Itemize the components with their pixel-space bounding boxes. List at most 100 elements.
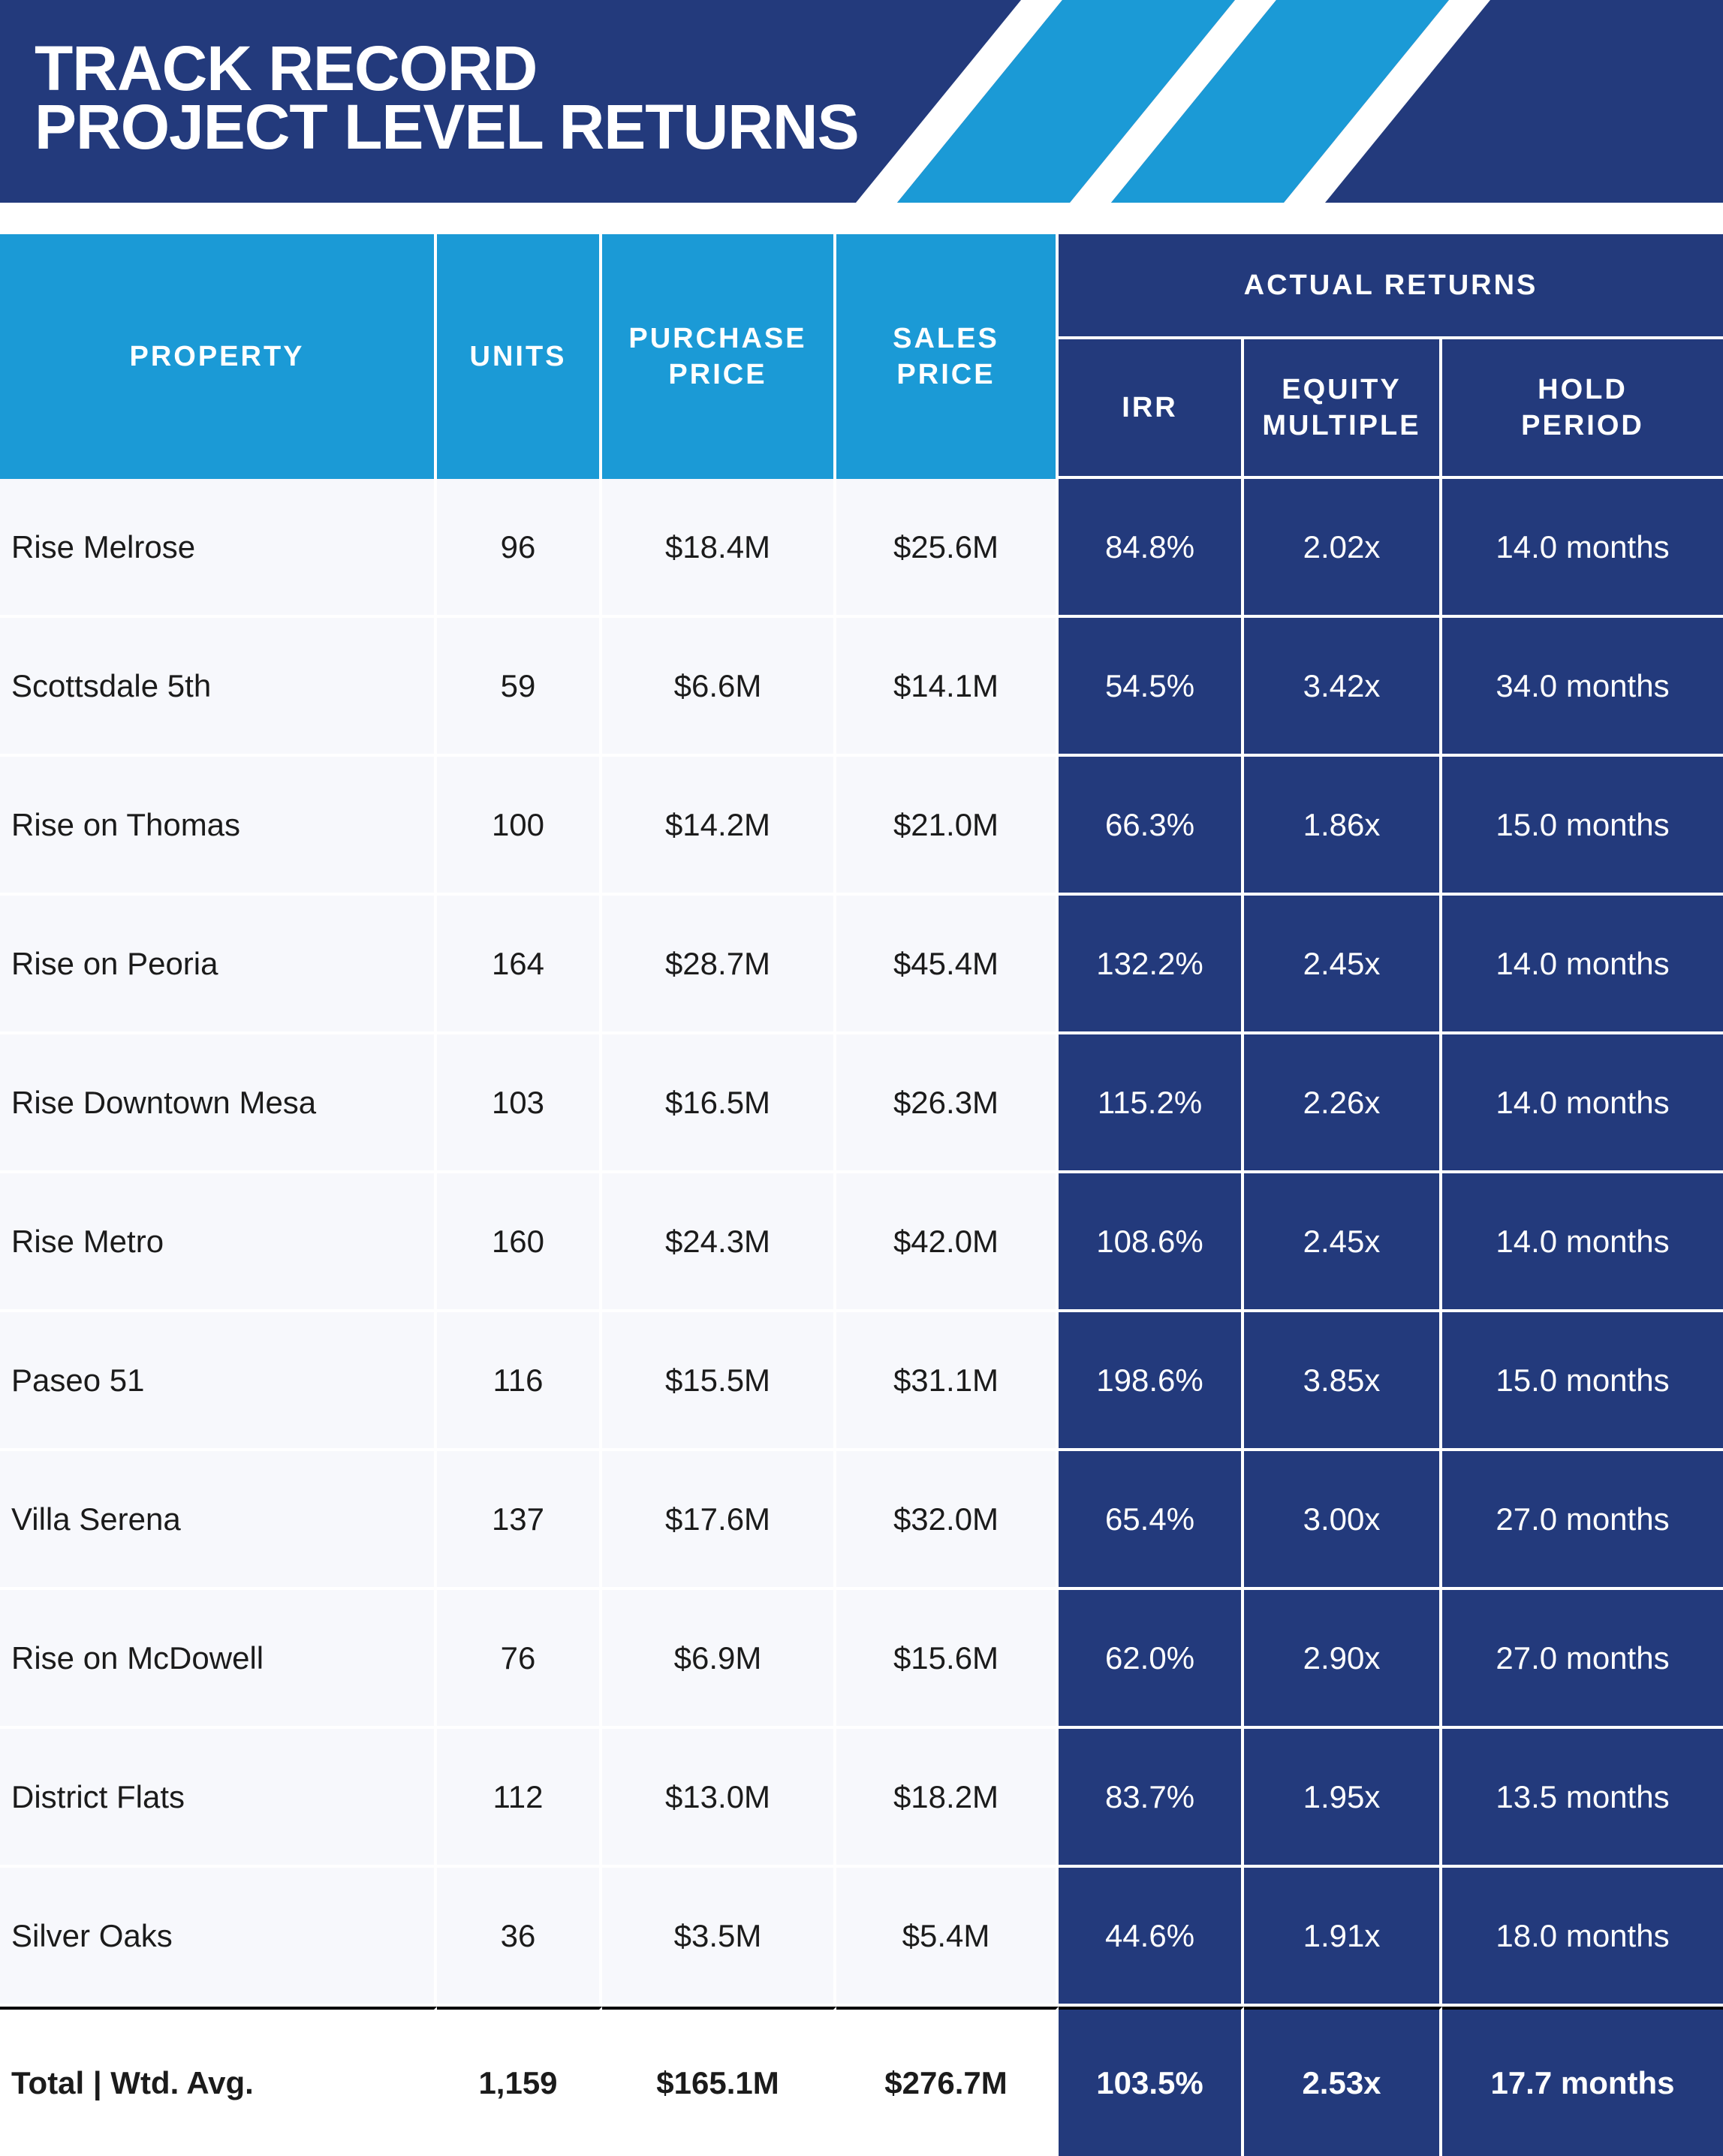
cell-equity-multiple: 3.85x: [1244, 1312, 1442, 1451]
cell-sales-price: $25.6M: [836, 479, 1059, 618]
cell-hold-period: 27.0 months: [1442, 1590, 1723, 1729]
table-row: Villa Serena 137 $17.6M $32.0M 65.4% 3.00x 27.…: [0, 1451, 1723, 1590]
cell-units: 116: [437, 1312, 602, 1451]
cell-sales-price: $31.1M: [836, 1312, 1059, 1451]
cell-irr: 103.5%: [1059, 2007, 1244, 2156]
cell-hold-period: 14.0 months: [1442, 1173, 1723, 1312]
cell-purchase-price: $28.7M: [602, 896, 836, 1034]
table-row: Rise on McDowell 76 $6.9M $15.6M 62.0% 2.90x 2…: [0, 1590, 1723, 1729]
cell-irr: 66.3%: [1059, 757, 1244, 896]
table-row: Rise Metro 160 $24.3M $42.0M 108.6% 2.45x 14.0…: [0, 1173, 1723, 1312]
cell-sales-price: $14.1M: [836, 618, 1059, 757]
cell-equity-multiple: 3.00x: [1244, 1451, 1442, 1590]
cell-hold-period: 34.0 months: [1442, 618, 1723, 757]
table-row: Rise Melrose 96 $18.4M $25.6M 84.8% 2.02x 14.0…: [0, 479, 1723, 618]
cell-sales-price: $18.2M: [836, 1729, 1059, 1868]
cell-hold-period: 18.0 months: [1442, 1868, 1723, 2007]
cell-sales-price: $32.0M: [836, 1451, 1059, 1590]
cell-property: Villa Serena: [0, 1451, 437, 1590]
table-row: Paseo 51 116 $15.5M $31.1M 198.6% 3.85x 15.0 m…: [0, 1312, 1723, 1451]
header-hold-period: HOLD PERIOD: [1442, 339, 1723, 479]
cell-equity-multiple: 1.91x: [1244, 1868, 1442, 2007]
cell-hold-period: 17.7 months: [1442, 2007, 1723, 2156]
cell-property: Rise on Thomas: [0, 757, 437, 896]
cell-equity-multiple: 2.90x: [1244, 1590, 1442, 1729]
cell-units: 1,159: [437, 2007, 602, 2156]
cell-equity-multiple: 2.53x: [1244, 2007, 1442, 2156]
cell-purchase-price: $24.3M: [602, 1173, 836, 1312]
returns-table: PROPERTY UNITS PURCHASE PRICE SALES PRICE …: [0, 234, 1723, 2156]
cell-units: 137: [437, 1451, 602, 1590]
cell-units: 59: [437, 618, 602, 757]
cell-equity-multiple: 2.45x: [1244, 1173, 1442, 1312]
cell-irr: 108.6%: [1059, 1173, 1244, 1312]
cell-hold-period: 13.5 months: [1442, 1729, 1723, 1868]
page-header: TRACK RECORD PROJECT LEVEL RETURNS: [0, 0, 1723, 203]
cell-units: 36: [437, 1868, 602, 2007]
cell-purchase-price: $3.5M: [602, 1868, 836, 2007]
cell-property: District Flats: [0, 1729, 437, 1868]
cell-irr: 132.2%: [1059, 896, 1244, 1034]
cell-property: Rise Metro: [0, 1173, 437, 1312]
header-equity-multiple: EQUITY MULTIPLE: [1244, 339, 1442, 479]
cell-units: 96: [437, 479, 602, 618]
cell-purchase-price: $16.5M: [602, 1034, 836, 1173]
cell-property: Rise Melrose: [0, 479, 437, 618]
page-title: TRACK RECORD PROJECT LEVEL RETURNS: [35, 33, 860, 162]
header-sales-price: SALES PRICE: [836, 234, 1059, 479]
cell-purchase-price: $17.6M: [602, 1451, 836, 1590]
cell-property: Scottsdale 5th: [0, 618, 437, 757]
cell-property: Rise on McDowell: [0, 1590, 437, 1729]
cell-sales-price: $42.0M: [836, 1173, 1059, 1312]
header-property: PROPERTY: [0, 234, 437, 479]
cell-equity-multiple: 3.42x: [1244, 618, 1442, 757]
cell-hold-period: 15.0 months: [1442, 1312, 1723, 1451]
cell-sales-price: $276.7M: [836, 2007, 1059, 2156]
cell-sales-price: $21.0M: [836, 757, 1059, 896]
cell-hold-period: 14.0 months: [1442, 896, 1723, 1034]
cell-property: Paseo 51: [0, 1312, 437, 1451]
cell-purchase-price: $13.0M: [602, 1729, 836, 1868]
cell-units: 103: [437, 1034, 602, 1173]
cell-units: 160: [437, 1173, 602, 1312]
cell-purchase-price: $18.4M: [602, 479, 836, 618]
cell-irr: 115.2%: [1059, 1034, 1244, 1173]
cell-hold-period: 14.0 months: [1442, 1034, 1723, 1173]
cell-property: Silver Oaks: [0, 1868, 437, 2007]
cell-irr: 83.7%: [1059, 1729, 1244, 1868]
header-stripes-graphic: [856, 0, 1490, 203]
cell-units: 112: [437, 1729, 602, 1868]
table-row: Rise Downtown Mesa 103 $16.5M $26.3M 115.2% 2…: [0, 1034, 1723, 1173]
cell-sales-price: $5.4M: [836, 1868, 1059, 2007]
cell-equity-multiple: 2.26x: [1244, 1034, 1442, 1173]
cell-irr: 198.6%: [1059, 1312, 1244, 1451]
cell-equity-multiple: 2.45x: [1244, 896, 1442, 1034]
cell-irr: 84.8%: [1059, 479, 1244, 618]
title-line-1: TRACK RECORD: [35, 33, 538, 104]
cell-units: 76: [437, 1590, 602, 1729]
header-row-sub: IRR EQUITY MULTIPLE HOLD PERIOD: [0, 339, 1723, 479]
cell-property: Rise Downtown Mesa: [0, 1034, 437, 1173]
cell-purchase-price: $6.9M: [602, 1590, 836, 1729]
cell-hold-period: 15.0 months: [1442, 757, 1723, 896]
header-purchase-price: PURCHASE PRICE: [602, 234, 836, 479]
total-row: Total | Wtd. Avg. 1,159 $165.1M $276.7M 103.…: [0, 2007, 1723, 2156]
header-units: UNITS: [437, 234, 602, 479]
cell-hold-period: 14.0 months: [1442, 479, 1723, 618]
header-row-group: PROPERTY UNITS PURCHASE PRICE SALES PRICE …: [0, 234, 1723, 479]
cell-equity-multiple: 2.02x: [1244, 479, 1442, 618]
cell-equity-multiple: 1.86x: [1244, 757, 1442, 896]
table-row: Scottsdale 5th 59 $6.6M $14.1M 54.5% 3.42x 34.…: [0, 618, 1723, 757]
cell-purchase-price: $14.2M: [602, 757, 836, 896]
cell-irr: 65.4%: [1059, 1451, 1244, 1590]
cell-sales-price: $15.6M: [836, 1590, 1059, 1729]
cell-sales-price: $26.3M: [836, 1034, 1059, 1173]
title-line-2: PROJECT LEVEL RETURNS: [35, 92, 860, 162]
table-row: Rise on Peoria 164 $28.7M $45.4M 132.2% 2.45x…: [0, 896, 1723, 1034]
cell-units: 164: [437, 896, 602, 1034]
cell-purchase-price: $6.6M: [602, 618, 836, 757]
cell-sales-price: $45.4M: [836, 896, 1059, 1034]
cell-property: Total | Wtd. Avg.: [0, 2007, 437, 2156]
cell-irr: 62.0%: [1059, 1590, 1244, 1729]
cell-purchase-price: $15.5M: [602, 1312, 836, 1451]
